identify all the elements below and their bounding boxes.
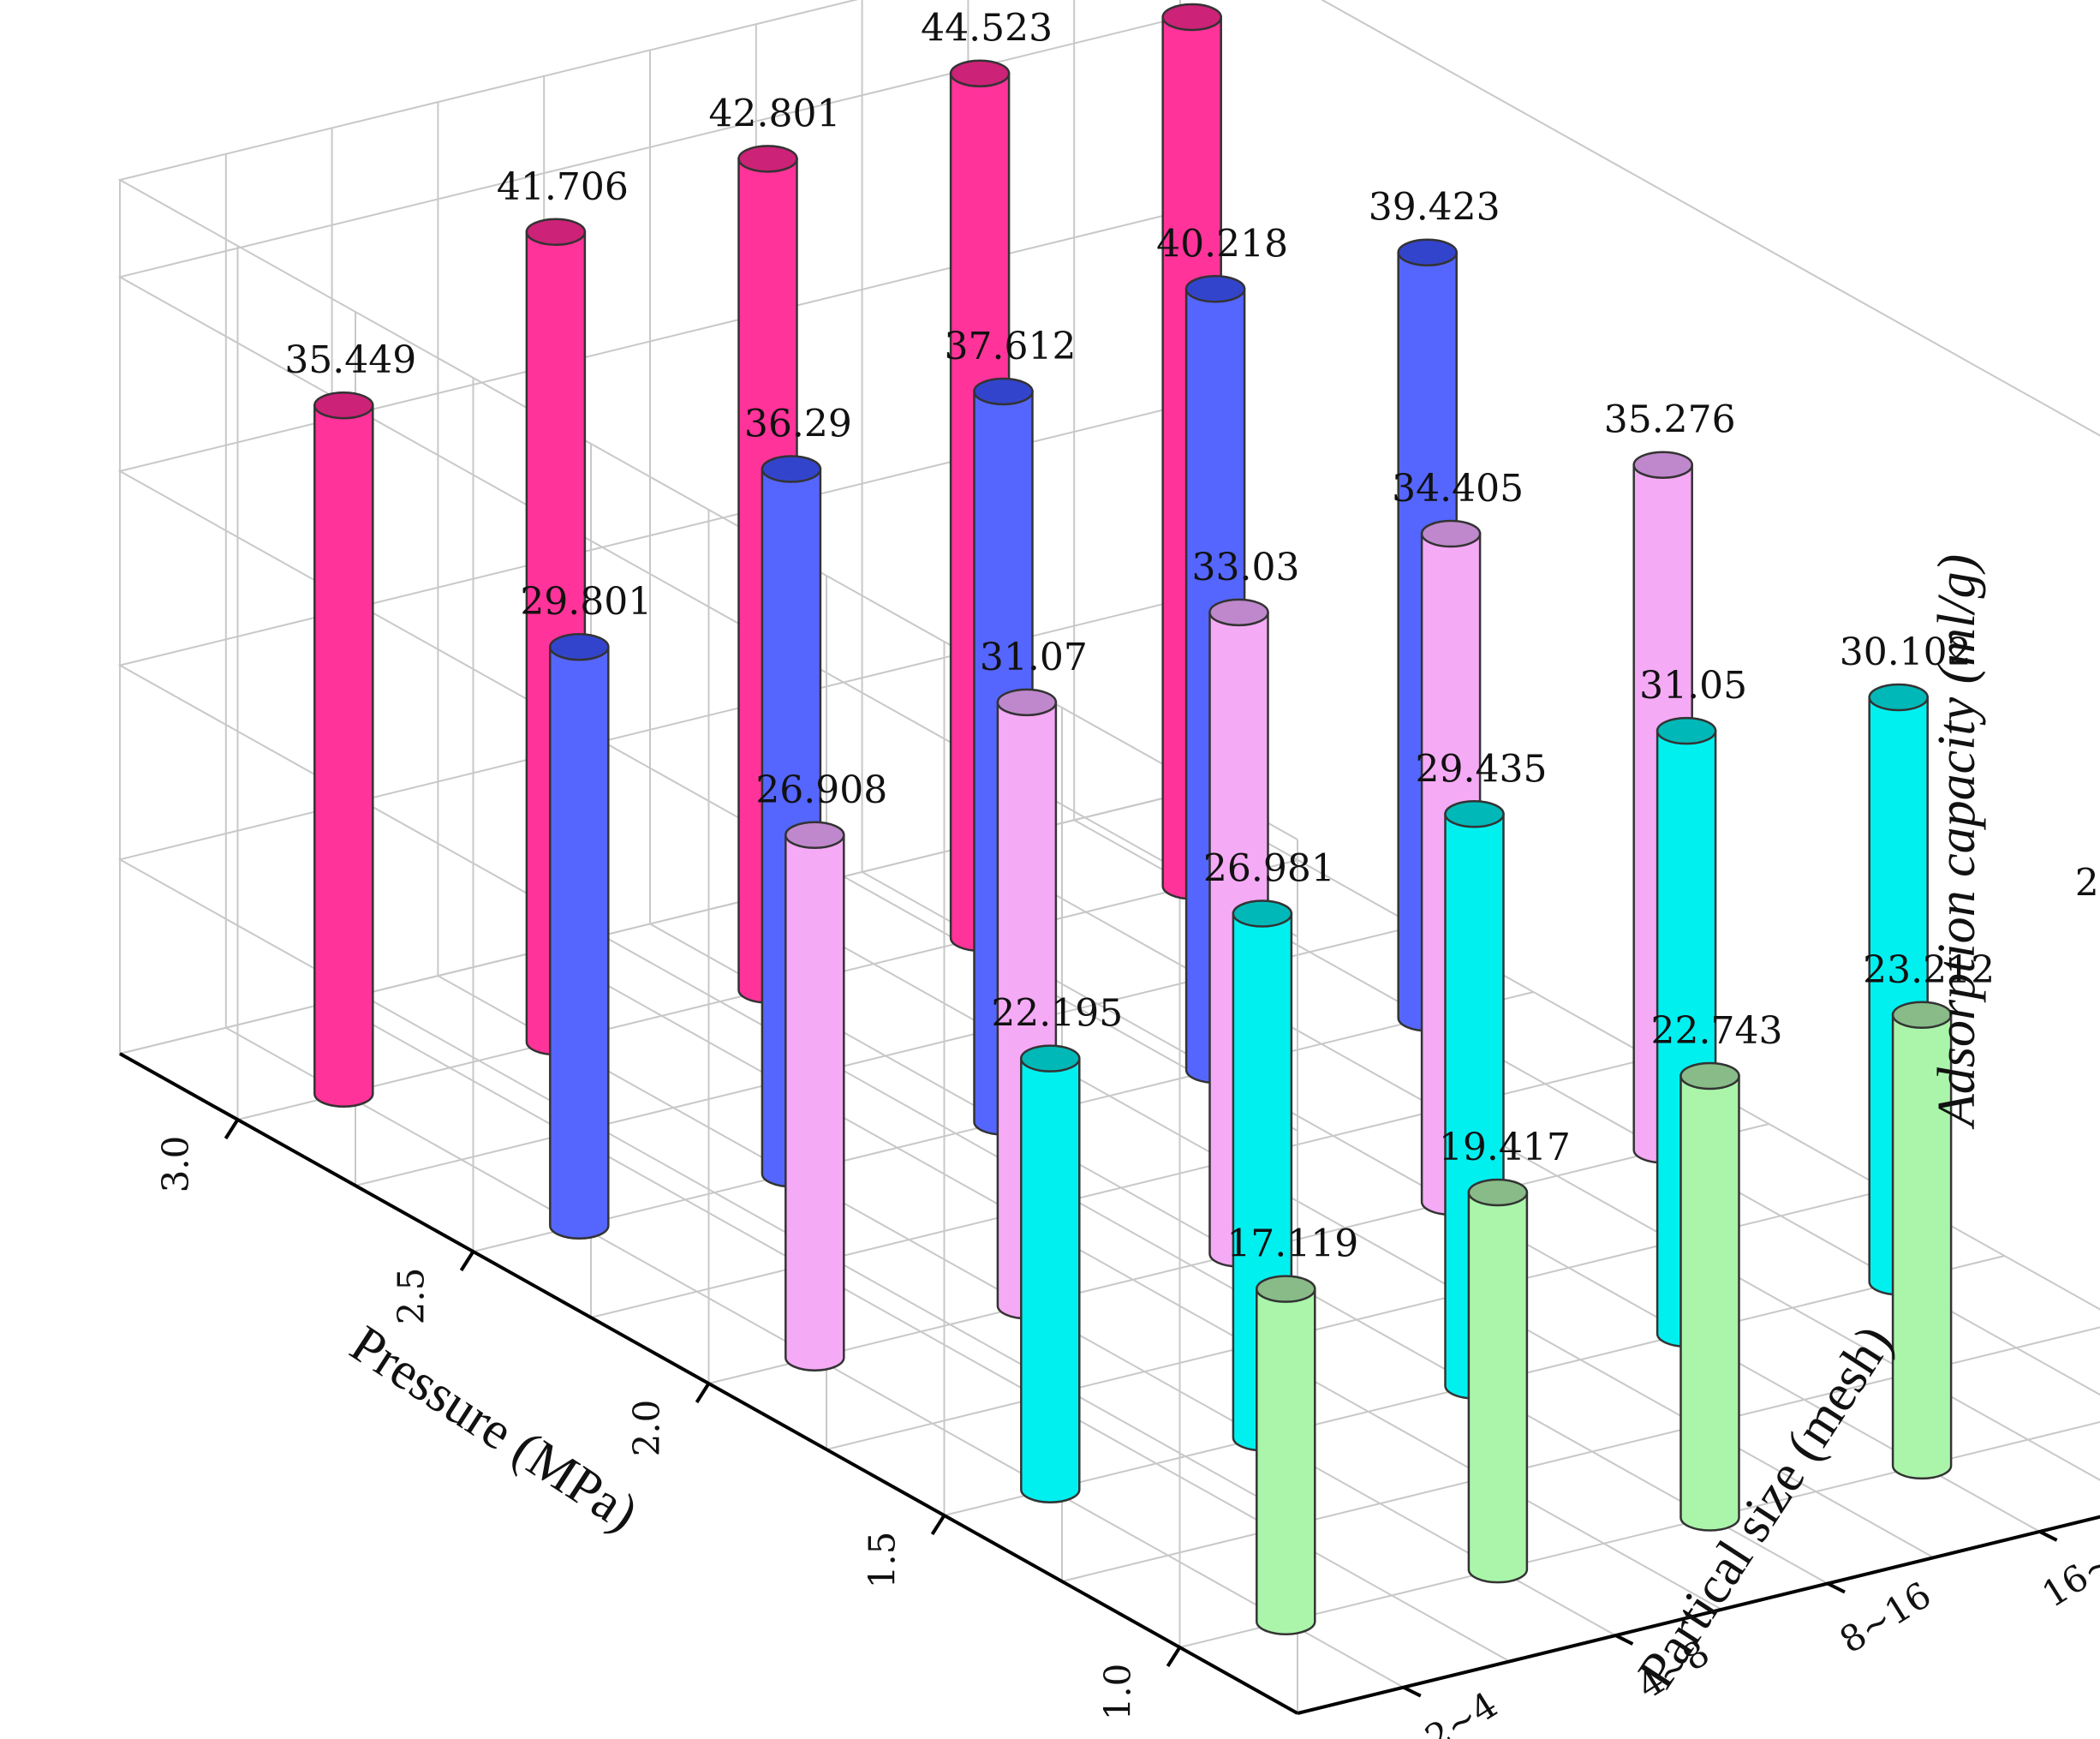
bar-body	[1679, 1074, 1740, 1532]
bar	[1256, 1275, 1316, 1635]
pressure-tick-label: 1.0	[1097, 1664, 1139, 1721]
bar-top	[1467, 1178, 1529, 1207]
pressure-tick	[1166, 1646, 1182, 1668]
pressure-tick	[695, 1382, 711, 1404]
data-label: 33.03	[1192, 546, 1300, 589]
bar-top	[996, 688, 1058, 717]
bar-top	[1232, 899, 1293, 928]
data-label: 40.218	[1156, 222, 1288, 266]
size-tick	[1402, 1685, 1422, 1698]
data-label: 19.417	[1439, 1126, 1571, 1169]
floor-gridline	[1179, 793, 2100, 1311]
label-layer: 44.75144.52342.80139.42341.70640.21835.4…	[284, 7, 2100, 1266]
bar-top	[313, 391, 374, 420]
data-label: 44.523	[921, 7, 1053, 51]
bar-top	[973, 377, 1034, 406]
data-label: 35.449	[284, 338, 416, 382]
bar	[549, 632, 610, 1240]
data-label: 17.119	[1226, 1222, 1358, 1266]
bar	[1679, 1061, 1740, 1532]
bar-top	[1184, 275, 1246, 303]
bar-top	[785, 821, 845, 850]
data-label: 22.743	[1651, 1009, 1783, 1053]
data-label: 31.07	[980, 636, 1088, 679]
bar-top	[549, 632, 610, 661]
size-tick	[1827, 1581, 1846, 1594]
bar-layer	[313, 3, 1953, 1635]
data-label: 23.212	[1863, 948, 1995, 992]
bar-top	[1256, 1275, 1316, 1303]
bar-top	[737, 145, 798, 173]
bar-top	[1632, 451, 1693, 479]
bar-body	[1256, 1288, 1316, 1635]
pressure-tick	[224, 1118, 240, 1140]
bar-top	[1868, 683, 1929, 712]
data-label: 39.423	[1369, 186, 1500, 230]
data-label: 26.908	[755, 768, 887, 812]
pressure-tick-label: 1.5	[862, 1532, 904, 1589]
bar	[785, 821, 845, 1371]
data-label: 41.706	[497, 165, 629, 209]
bar-body	[785, 834, 845, 1371]
pressure-tick-label: 2.5	[391, 1268, 433, 1325]
bar-top	[1161, 3, 1222, 32]
floor-gridline	[1179, 1420, 2100, 1648]
bar-top	[525, 218, 587, 247]
bar-top	[1891, 1001, 1953, 1030]
bar	[1020, 1044, 1081, 1503]
pressure-tick	[459, 1250, 475, 1272]
bar	[1891, 1001, 1953, 1480]
data-label: 31.05	[1639, 664, 1747, 708]
data-label: 24.998	[2075, 862, 2100, 905]
bar-top	[1420, 519, 1482, 548]
bar-top	[761, 455, 822, 483]
frame-line	[1321, 0, 2100, 437]
data-label: 26.981	[1203, 847, 1335, 891]
axis-layer: 3.02.52.01.51.02~44~88~1616~3030~6001020…	[119, 1052, 2100, 1739]
data-label: 30.102	[1840, 630, 1972, 674]
data-label: 22.195	[991, 992, 1123, 1036]
bar-top	[1656, 716, 1717, 745]
bar-body	[313, 403, 374, 1108]
size-tick-label: 8~16	[1832, 1574, 1938, 1662]
bar-top	[1679, 1061, 1740, 1091]
data-label: 34.405	[1392, 467, 1524, 511]
bar-body	[1020, 1057, 1081, 1503]
bar-top	[1397, 238, 1458, 266]
data-label: 35.276	[1604, 398, 1736, 442]
data-label: 37.612	[945, 325, 1077, 368]
data-label: 42.801	[709, 92, 841, 135]
bar	[313, 391, 374, 1108]
pressure-tick-label: 2.0	[626, 1400, 668, 1457]
bar	[1467, 1178, 1529, 1584]
bar-body	[549, 645, 610, 1240]
bar-top	[1208, 598, 1269, 627]
size-tick	[2038, 1530, 2058, 1542]
bar-top	[1020, 1044, 1081, 1073]
bar-body	[1891, 1013, 1953, 1480]
z-axis-title: Adsorption capacity (ml/g)	[1928, 554, 1986, 1130]
size-tick-label: 2~4	[1418, 1683, 1505, 1739]
bar-body	[1467, 1191, 1529, 1584]
pressure-tick-label: 3.0	[155, 1136, 197, 1193]
size-tick	[1614, 1634, 1634, 1646]
x-axis-title: Pressure (MPa)	[340, 1315, 647, 1543]
pressure-tick	[930, 1514, 946, 1536]
bar-top	[1444, 800, 1505, 828]
data-label: 29.801	[520, 580, 652, 624]
data-label: 29.435	[1416, 747, 1548, 791]
bar-top	[949, 59, 1011, 87]
data-label: 36.29	[744, 403, 852, 446]
